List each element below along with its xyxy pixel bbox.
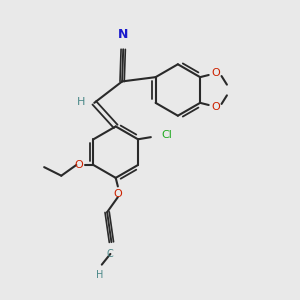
Text: Cl: Cl	[162, 130, 172, 140]
Text: H: H	[77, 97, 86, 107]
Text: C: C	[107, 249, 114, 259]
Text: H: H	[96, 270, 103, 280]
Text: O: O	[74, 160, 83, 170]
Text: O: O	[212, 102, 220, 112]
Text: O: O	[212, 68, 220, 78]
Text: N: N	[118, 28, 128, 41]
Text: O: O	[113, 189, 122, 199]
